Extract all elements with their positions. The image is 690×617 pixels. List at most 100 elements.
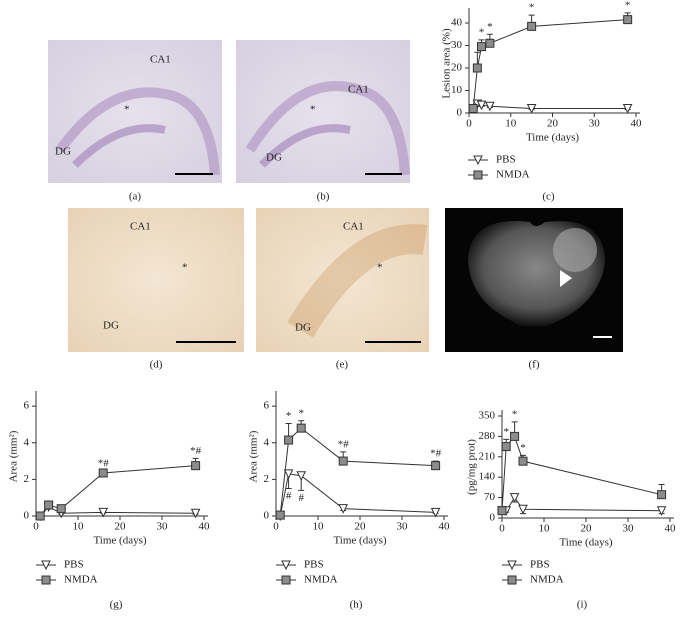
marker bbox=[35, 511, 45, 521]
marker bbox=[485, 101, 495, 112]
region-label: DG bbox=[295, 322, 311, 334]
marker bbox=[518, 504, 528, 515]
marker bbox=[41, 560, 51, 571]
series-line bbox=[502, 496, 662, 512]
significance-label: *# bbox=[98, 458, 110, 470]
marker bbox=[98, 468, 108, 478]
marker bbox=[41, 575, 51, 585]
significance-label: # bbox=[286, 490, 292, 502]
y-axis-label: (pg/mg prot) bbox=[466, 439, 478, 495]
marker bbox=[191, 461, 201, 471]
x-tick-label: 20 bbox=[115, 521, 127, 533]
marker bbox=[501, 442, 511, 452]
marker bbox=[527, 21, 537, 31]
marker bbox=[296, 471, 307, 481]
panel-caption: (a) bbox=[129, 191, 142, 203]
significance-label: * bbox=[286, 410, 292, 422]
series-line bbox=[501, 435, 662, 511]
legend-label: NMDA bbox=[496, 169, 530, 181]
region-label: CA1 bbox=[150, 54, 171, 66]
x-tick-label: 0 bbox=[466, 118, 472, 130]
panel-caption: (h) bbox=[350, 599, 363, 611]
marker bbox=[518, 456, 528, 466]
region-label: DG bbox=[266, 152, 282, 164]
x-tick-label: 10 bbox=[505, 118, 517, 130]
significance-label: * bbox=[520, 442, 526, 454]
marker bbox=[283, 469, 294, 480]
marker bbox=[507, 575, 517, 585]
marker bbox=[281, 560, 291, 571]
marker bbox=[622, 104, 633, 114]
y-tick-label: 350 bbox=[479, 410, 496, 422]
marker bbox=[431, 461, 441, 471]
marker bbox=[526, 104, 537, 114]
marker bbox=[477, 42, 487, 52]
axis-frame bbox=[468, 8, 640, 114]
legend-label: PBS bbox=[496, 154, 516, 166]
panel-caption: (b) bbox=[317, 191, 330, 203]
marker bbox=[473, 155, 483, 166]
y-tick-label: 70 bbox=[484, 491, 496, 503]
significance-label: * bbox=[625, 0, 631, 11]
y-tick-label: 10 bbox=[451, 84, 463, 96]
legend-label: PBS bbox=[304, 559, 324, 571]
y-tick-label: 4 bbox=[264, 436, 270, 448]
marker bbox=[473, 170, 483, 180]
lesion-marker: * bbox=[124, 104, 130, 116]
marker bbox=[623, 15, 633, 25]
y-tick-label: 6 bbox=[24, 400, 30, 412]
legend-label: PBS bbox=[64, 559, 84, 571]
y-tick-label: 2 bbox=[264, 473, 270, 485]
series-line bbox=[472, 103, 628, 109]
y-tick-label: 4 bbox=[24, 436, 30, 448]
y-tick-label: 0 bbox=[24, 510, 30, 522]
marker bbox=[338, 456, 348, 466]
panel-caption: (c) bbox=[542, 191, 555, 203]
marker bbox=[657, 490, 667, 500]
x-tick-label: 10 bbox=[539, 523, 551, 535]
y-tick-label: 0 bbox=[490, 512, 496, 524]
marker bbox=[430, 507, 441, 518]
marker bbox=[485, 38, 495, 48]
image-panel-e: CA1 * DG (e) bbox=[256, 208, 429, 371]
panel-caption: (d) bbox=[150, 359, 163, 371]
x-tick-label: 30 bbox=[589, 118, 601, 130]
significance-label: * bbox=[479, 26, 485, 38]
marker bbox=[472, 63, 482, 73]
x-tick-label: 0 bbox=[499, 523, 505, 535]
x-tick-label: 30 bbox=[157, 521, 169, 533]
legend-label: NMDA bbox=[530, 574, 564, 586]
lesion-marker: * bbox=[377, 262, 383, 274]
marker bbox=[281, 575, 291, 585]
significance-label: *# bbox=[338, 438, 350, 450]
marker bbox=[468, 104, 478, 113]
series-line bbox=[472, 19, 628, 109]
panel-caption: (e) bbox=[336, 359, 349, 371]
lesion-marker: * bbox=[182, 262, 188, 274]
y-tick-label: 210 bbox=[479, 450, 496, 462]
y-tick-label: 0 bbox=[264, 510, 270, 522]
significance-label: * bbox=[503, 426, 509, 438]
region-label: DG bbox=[103, 320, 119, 332]
image-panel-a: CA1 * DG (a) bbox=[48, 40, 222, 203]
marker bbox=[296, 423, 306, 433]
marker bbox=[497, 506, 507, 516]
significance-label: * bbox=[512, 408, 518, 420]
x-axis-label: Time (days) bbox=[559, 537, 612, 549]
lesion-marker: * bbox=[310, 104, 316, 116]
region-label: CA1 bbox=[130, 221, 151, 233]
marker bbox=[56, 504, 66, 514]
x-tick-label: 10 bbox=[313, 521, 325, 533]
legend-label: NMDA bbox=[64, 574, 98, 586]
x-axis-label: Time (days) bbox=[93, 535, 146, 547]
region-label: DG bbox=[55, 146, 71, 158]
x-tick-label: 40 bbox=[665, 523, 677, 535]
x-tick-label: 20 bbox=[581, 523, 593, 535]
y-tick-label: 280 bbox=[479, 430, 496, 442]
x-tick-label: 40 bbox=[631, 118, 643, 130]
y-tick-label: 0 bbox=[457, 107, 463, 119]
y-tick-label: 30 bbox=[451, 39, 463, 51]
marker bbox=[98, 507, 109, 518]
axis-frame bbox=[501, 410, 674, 519]
